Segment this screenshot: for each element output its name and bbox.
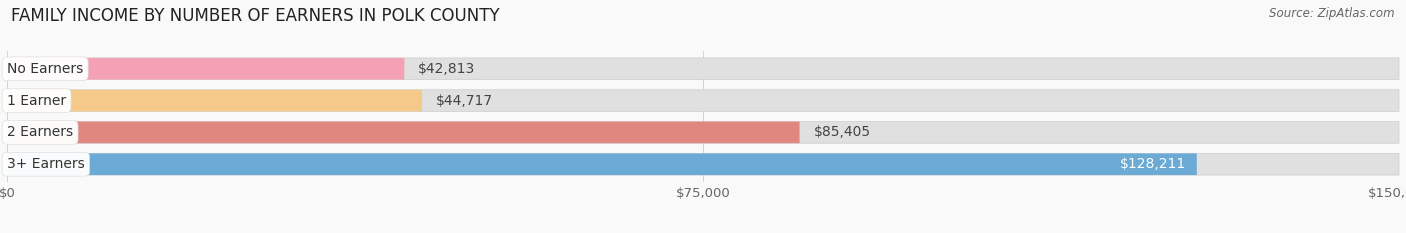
FancyBboxPatch shape	[7, 122, 1399, 143]
FancyBboxPatch shape	[7, 58, 1399, 80]
Text: 3+ Earners: 3+ Earners	[7, 157, 84, 171]
Text: Source: ZipAtlas.com: Source: ZipAtlas.com	[1270, 7, 1395, 20]
FancyBboxPatch shape	[7, 90, 1399, 111]
Text: $44,717: $44,717	[436, 94, 494, 108]
Text: $85,405: $85,405	[814, 125, 870, 139]
Text: 2 Earners: 2 Earners	[7, 125, 73, 139]
Text: FAMILY INCOME BY NUMBER OF EARNERS IN POLK COUNTY: FAMILY INCOME BY NUMBER OF EARNERS IN PO…	[11, 7, 501, 25]
FancyBboxPatch shape	[7, 58, 405, 80]
Text: $128,211: $128,211	[1119, 157, 1185, 171]
FancyBboxPatch shape	[7, 122, 800, 143]
Text: $42,813: $42,813	[418, 62, 475, 76]
FancyBboxPatch shape	[7, 90, 422, 111]
FancyBboxPatch shape	[7, 153, 1197, 175]
Text: 1 Earner: 1 Earner	[7, 94, 66, 108]
FancyBboxPatch shape	[7, 153, 1399, 175]
Text: No Earners: No Earners	[7, 62, 83, 76]
